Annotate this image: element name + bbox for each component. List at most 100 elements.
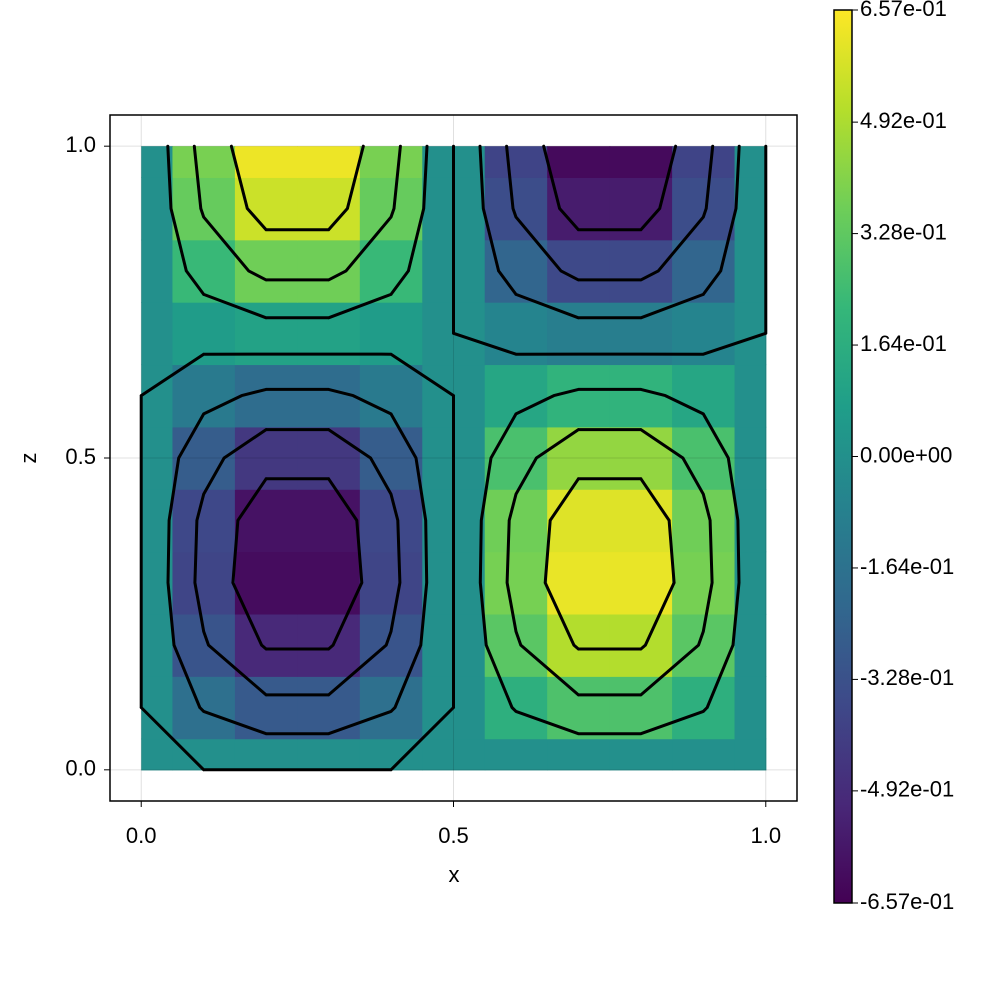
ticks: 0.0 0.5 1.0 0.0 0.5 1.0 -6.57e-01 -4.92e-01 -3.2… <box>65 0 954 914</box>
heat-cell <box>484 146 548 178</box>
heat-cell <box>609 551 673 615</box>
heat-cell <box>297 489 361 553</box>
y-tick-label: 0.5 <box>65 444 96 469</box>
heat-cell <box>172 551 236 615</box>
heat-cell <box>547 146 611 178</box>
colorbar-tick-label: -3.28e-01 <box>860 665 954 690</box>
heat-cell <box>422 738 486 771</box>
heat-cell <box>484 489 548 553</box>
heat-cell <box>172 676 236 740</box>
heat-cell <box>672 146 736 178</box>
contours <box>139 144 768 772</box>
heat-cell <box>672 177 736 241</box>
heat-cell <box>734 177 767 241</box>
y-tick-label: 1.0 <box>65 132 96 157</box>
heat-cell <box>141 676 174 740</box>
heat-cell <box>141 302 174 366</box>
heat-cell <box>359 676 423 740</box>
x-tick-label: 0.5 <box>438 823 469 848</box>
heat-cell <box>172 146 236 178</box>
heat-cell <box>141 364 174 428</box>
heat-cell <box>141 239 174 303</box>
heat-cell <box>734 426 767 490</box>
contour-line <box>192 144 714 697</box>
heat-cell <box>734 613 767 677</box>
heat-cell <box>234 613 298 677</box>
heat-cell <box>172 489 236 553</box>
heat-cell <box>359 364 423 428</box>
x-tick-label: 0.0 <box>126 823 157 848</box>
heat-cell <box>172 239 236 303</box>
heat-cell <box>547 738 611 771</box>
heat-cell <box>297 738 361 771</box>
colorbar-tick-label: 0.00e+00 <box>860 442 952 467</box>
heat-cell <box>672 364 736 428</box>
heat-cell <box>359 177 423 241</box>
contour-line <box>166 144 741 736</box>
heat-cell <box>547 489 611 553</box>
x-axis-label: x <box>449 862 460 887</box>
heat-cell <box>172 738 236 771</box>
heat-cell <box>234 738 298 771</box>
heat-cell <box>234 676 298 740</box>
contour-line <box>166 144 741 736</box>
heat-cell <box>234 489 298 553</box>
contour-line <box>231 144 678 651</box>
colorbar-tick-label: -6.57e-01 <box>860 889 954 914</box>
x-tick-label: 1.0 <box>750 823 781 848</box>
heat-cell <box>547 676 611 740</box>
heat-cell <box>297 146 361 178</box>
heat-cell <box>141 426 174 490</box>
heat-cell <box>297 239 361 303</box>
heat-cell <box>172 364 236 428</box>
y-axis-label: z <box>16 453 41 464</box>
heat-cell <box>547 613 611 677</box>
heat-cell <box>484 551 548 615</box>
heat-cell <box>484 738 548 771</box>
heat-cell <box>672 738 736 771</box>
colorbar-tick-label: 1.64e-01 <box>860 331 947 356</box>
colorbar-tick-label: 4.92e-01 <box>860 108 947 133</box>
colorbar <box>833 9 853 904</box>
heat-cell <box>609 239 673 303</box>
heat-cell <box>734 239 767 303</box>
heat-cell <box>547 551 611 615</box>
colorbar-tick-label: 3.28e-01 <box>860 219 947 244</box>
heat-cell <box>234 551 298 615</box>
heat-cell <box>297 613 361 677</box>
heat-cell <box>484 364 548 428</box>
heat-cell <box>734 364 767 428</box>
colorbar-tick-label: -4.92e-01 <box>860 777 954 802</box>
heat-cell <box>484 676 548 740</box>
contour-line <box>139 144 768 772</box>
heat-cell <box>609 738 673 771</box>
heat-cell <box>734 676 767 740</box>
heat-cell <box>141 613 174 677</box>
contour-line <box>193 144 715 697</box>
heat-cell <box>734 489 767 553</box>
heat-cell <box>359 738 423 771</box>
heat-cell <box>672 676 736 740</box>
heat-cell <box>547 239 611 303</box>
heat-cell <box>609 146 673 178</box>
heat-cell <box>234 146 298 178</box>
y-tick-label: 0.0 <box>65 756 96 781</box>
colorbar-tick-label: 6.57e-01 <box>860 0 947 21</box>
heat-cell <box>141 738 174 771</box>
heat-cell <box>609 613 673 677</box>
colorbar-tick-label: -1.64e-01 <box>860 554 954 579</box>
contour-line <box>229 144 676 651</box>
heat-cell <box>141 177 174 241</box>
heat-cell <box>734 738 767 771</box>
heat-cell <box>359 551 423 615</box>
heat-cell <box>234 239 298 303</box>
heat-cell <box>297 551 361 615</box>
heat-cell <box>609 489 673 553</box>
heat-cell <box>609 676 673 740</box>
heat-cell <box>297 676 361 740</box>
heat-cell <box>172 177 236 241</box>
heat-cell <box>672 551 736 615</box>
heat-cell <box>359 146 423 178</box>
heat-cell <box>484 239 548 303</box>
